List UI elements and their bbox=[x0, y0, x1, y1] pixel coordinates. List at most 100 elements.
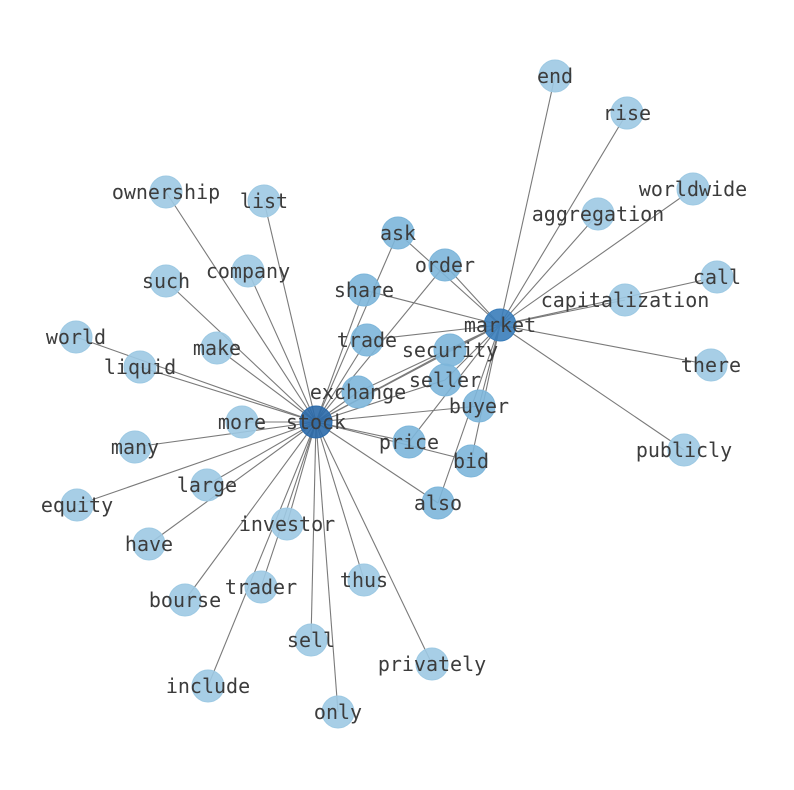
node-trader bbox=[244, 570, 278, 604]
nodes bbox=[59, 59, 734, 729]
edge-stock-list bbox=[263, 200, 317, 423]
node-label-publicly: publicly bbox=[636, 438, 732, 462]
node-price bbox=[392, 425, 426, 459]
node-equity bbox=[60, 488, 94, 522]
node-worldwide bbox=[676, 172, 710, 206]
node-exchange bbox=[341, 375, 375, 409]
node-label-capitalization: capitalization bbox=[541, 288, 710, 312]
node-label-have: have bbox=[125, 532, 173, 556]
node-label-investor: investor bbox=[239, 512, 335, 536]
node-more bbox=[225, 405, 259, 439]
edge-market-publicly bbox=[499, 324, 685, 451]
edge-stock-such bbox=[165, 280, 317, 423]
edge-stock-trader bbox=[260, 421, 317, 588]
edge-stock-world bbox=[75, 336, 317, 423]
node-label-world: world bbox=[46, 325, 106, 349]
edge-stock-make bbox=[216, 347, 317, 423]
edge-stock-liquid bbox=[139, 366, 317, 423]
node-order bbox=[428, 248, 462, 282]
node-label-rise: rise bbox=[603, 101, 651, 125]
node-label-sell: sell bbox=[287, 628, 335, 652]
node-label-equity: equity bbox=[41, 493, 113, 517]
node-trade bbox=[350, 323, 384, 357]
edge-market-there bbox=[499, 324, 712, 366]
node-bid bbox=[454, 444, 488, 478]
node-there bbox=[694, 348, 728, 382]
node-label-company: company bbox=[206, 259, 290, 283]
node-list bbox=[247, 184, 281, 218]
node-label-security: security bbox=[402, 338, 498, 362]
node-company bbox=[231, 254, 265, 288]
edge-market-trade bbox=[366, 324, 501, 341]
node-label-price: price bbox=[379, 430, 439, 454]
node-label-trade: trade bbox=[337, 328, 397, 352]
node-label-bourse: bourse bbox=[149, 588, 221, 612]
node-capitalization bbox=[608, 283, 642, 317]
node-label-there: there bbox=[681, 353, 741, 377]
edge-stock-bourse bbox=[184, 421, 317, 601]
node-investor bbox=[270, 507, 304, 541]
edge-stock-thus bbox=[315, 421, 365, 581]
node-many bbox=[118, 430, 152, 464]
node-label-worldwide: worldwide bbox=[639, 177, 747, 201]
edge-stock-market bbox=[315, 324, 501, 423]
node-label-trader: trader bbox=[225, 575, 297, 599]
edge-stock-privately bbox=[315, 421, 433, 665]
edge-stock-investor bbox=[286, 421, 317, 525]
node-label-buyer: buyer bbox=[449, 394, 509, 418]
node-label-stock: stock bbox=[286, 410, 346, 434]
node-ownership bbox=[149, 175, 183, 209]
node-ask bbox=[381, 216, 415, 250]
edge-market-rise bbox=[499, 112, 628, 326]
node-have bbox=[132, 527, 166, 561]
node-label-more: more bbox=[218, 410, 266, 434]
node-also bbox=[421, 486, 455, 520]
edge-market-call bbox=[499, 276, 718, 326]
edge-stock-only bbox=[315, 421, 339, 713]
node-label-call: call bbox=[693, 265, 741, 289]
edge-stock-sell bbox=[310, 421, 317, 641]
edge-stock-ownership bbox=[165, 191, 317, 423]
node-label-such: such bbox=[142, 269, 190, 293]
node-only bbox=[321, 695, 355, 729]
node-label-end: end bbox=[537, 64, 573, 88]
edge-stock-share bbox=[315, 289, 365, 423]
node-thus bbox=[347, 563, 381, 597]
node-large bbox=[190, 468, 224, 502]
node-world bbox=[59, 320, 93, 354]
edge-market-share bbox=[363, 289, 501, 326]
node-publicly bbox=[667, 433, 701, 467]
node-label-only: only bbox=[314, 700, 362, 724]
edge-market-exchange bbox=[357, 324, 501, 393]
node-label-ask: ask bbox=[380, 221, 416, 245]
edge-stock-seller bbox=[315, 379, 446, 423]
node-label-large: large bbox=[177, 473, 237, 497]
edge-stock-also bbox=[315, 421, 439, 504]
edge-stock-buyer bbox=[315, 405, 480, 423]
node-label-privately: privately bbox=[378, 652, 486, 676]
node-label-make: make bbox=[193, 336, 241, 360]
node-rise bbox=[610, 96, 644, 130]
node-sell bbox=[294, 623, 328, 657]
node-label-seller: seller bbox=[409, 368, 481, 392]
edge-market-end bbox=[499, 75, 556, 326]
node-bourse bbox=[168, 583, 202, 617]
node-label-include: include bbox=[166, 674, 250, 698]
edge-market-worldwide bbox=[499, 188, 694, 326]
node-label-list: list bbox=[240, 189, 288, 213]
labels: ownership list company such world liquid make m… bbox=[41, 64, 747, 724]
node-seller bbox=[428, 363, 462, 397]
node-label-thus: thus bbox=[340, 568, 388, 592]
node-make bbox=[200, 331, 234, 365]
node-label-exchange: exchange bbox=[310, 380, 406, 404]
edge-stock-include bbox=[207, 421, 317, 687]
node-label-liquid: liquid bbox=[104, 355, 176, 379]
node-label-also: also bbox=[414, 491, 462, 515]
node-label-order: order bbox=[415, 253, 475, 277]
node-label-many: many bbox=[111, 435, 159, 459]
node-label-aggregation: aggregation bbox=[532, 202, 664, 226]
node-stock bbox=[299, 405, 333, 439]
node-call bbox=[700, 260, 734, 294]
